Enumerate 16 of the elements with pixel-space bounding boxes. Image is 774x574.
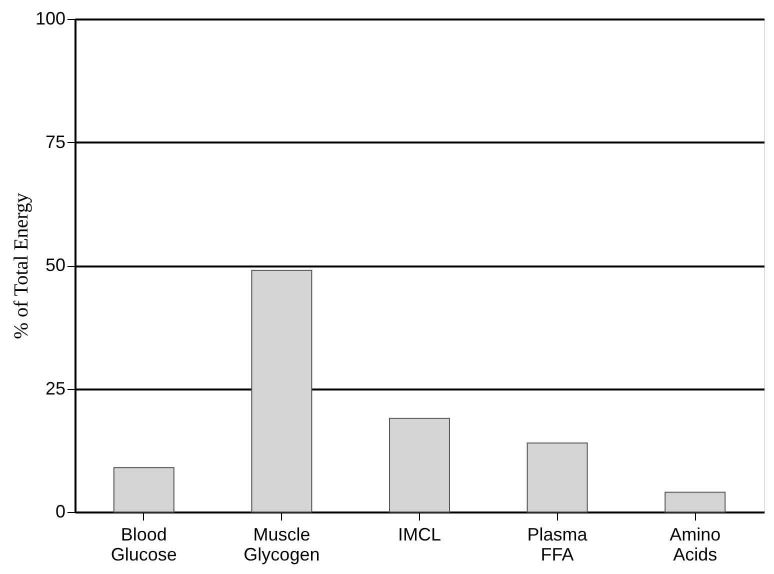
x-tick-label: Amino Acids [670,524,721,564]
x-tick-label: IMCL [398,524,442,544]
x-tick-label: Muscle Glycogen [244,524,320,564]
y-tick-label: 25 [45,378,66,398]
y-tick-label: 75 [45,132,66,152]
x-tick-label: Plasma FFA [527,524,588,564]
y-tick-label: 50 [45,255,66,275]
bar [664,492,726,512]
y-tick-label: 0 [55,502,66,522]
bar [526,442,588,512]
y-axis-title: % of Total Energy [10,192,32,340]
bar [113,467,174,512]
bar [389,418,450,512]
bar [251,270,312,512]
x-tick-label: Blood Glucose [110,524,177,564]
y-tick-label: 100 [35,8,66,28]
